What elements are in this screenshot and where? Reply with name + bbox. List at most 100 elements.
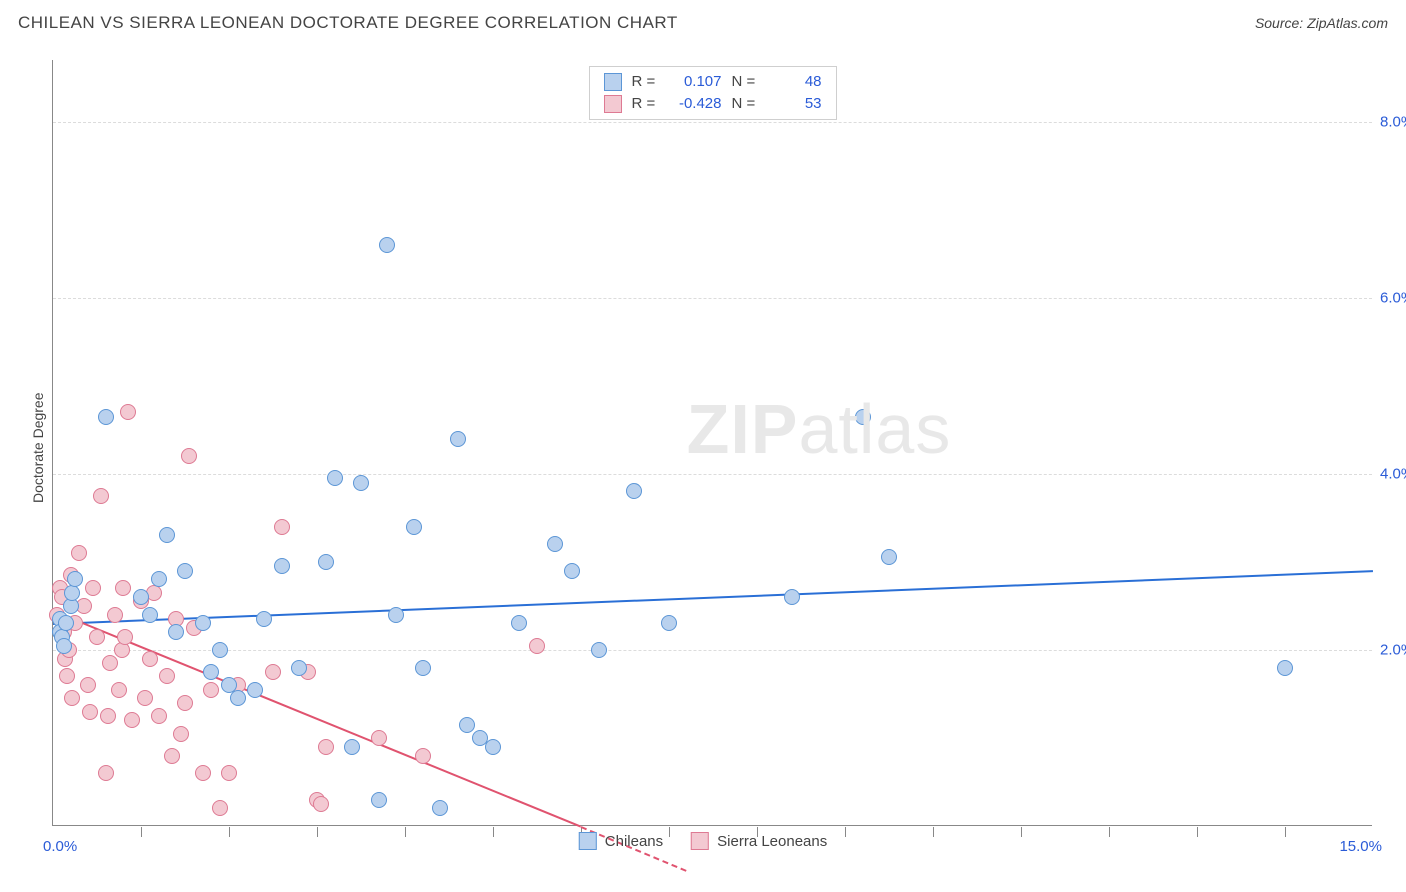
scatter-point: [173, 726, 189, 742]
scatter-point: [89, 629, 105, 645]
scatter-point: [881, 549, 897, 565]
scatter-point: [212, 642, 228, 658]
legend-swatch: [691, 832, 709, 850]
y-tick-label: 6.0%: [1380, 289, 1406, 306]
scatter-point: [82, 704, 98, 720]
scatter-point: [344, 739, 360, 755]
scatter-point: [133, 589, 149, 605]
series-legend-label: Sierra Leoneans: [717, 833, 827, 850]
stat-r-value: 0.107: [668, 71, 722, 93]
stat-n-label: N =: [732, 71, 758, 93]
stat-n-value: 53: [768, 93, 822, 115]
stat-r-value: -0.428: [668, 93, 722, 115]
scatter-point: [274, 519, 290, 535]
scatter-point: [100, 708, 116, 724]
y-tick-label: 2.0%: [1380, 641, 1406, 658]
scatter-point: [265, 664, 281, 680]
x-tick: [141, 827, 142, 837]
chart-title: CHILEAN VS SIERRA LEONEAN DOCTORATE DEGR…: [18, 13, 678, 33]
scatter-point: [115, 580, 131, 596]
scatter-point: [247, 682, 263, 698]
scatter-point: [98, 409, 114, 425]
scatter-point: [142, 607, 158, 623]
source-attribution: Source: ZipAtlas.com: [1255, 15, 1388, 31]
scatter-point: [406, 519, 422, 535]
scatter-point: [181, 448, 197, 464]
x-tick: [1285, 827, 1286, 837]
scatter-point: [661, 615, 677, 631]
scatter-point: [177, 563, 193, 579]
scatter-point: [415, 660, 431, 676]
scatter-point: [164, 748, 180, 764]
scatter-point: [203, 664, 219, 680]
gridline: [53, 474, 1372, 475]
scatter-point: [111, 682, 127, 698]
y-tick-label: 8.0%: [1380, 113, 1406, 130]
scatter-point: [415, 748, 431, 764]
scatter-point: [71, 545, 87, 561]
gridline: [53, 650, 1372, 651]
scatter-point: [212, 800, 228, 816]
scatter-point: [327, 470, 343, 486]
scatter-point: [564, 563, 580, 579]
stat-r-label: R =: [632, 71, 658, 93]
scatter-point: [124, 712, 140, 728]
scatter-point: [102, 655, 118, 671]
scatter-point: [784, 589, 800, 605]
scatter-point: [203, 682, 219, 698]
scatter-point: [58, 615, 74, 631]
series-legend-item: Sierra Leoneans: [691, 832, 827, 850]
scatter-point: [388, 607, 404, 623]
scatter-point: [230, 690, 246, 706]
scatter-point: [56, 638, 72, 654]
scatter-point: [107, 607, 123, 623]
scatter-point: [168, 624, 184, 640]
x-tick: [1109, 827, 1110, 837]
x-tick: [493, 827, 494, 837]
scatter-point: [159, 527, 175, 543]
scatter-point: [432, 800, 448, 816]
scatter-point: [485, 739, 501, 755]
scatter-point: [591, 642, 607, 658]
stats-legend-row: R = 0.107 N = 48: [604, 71, 822, 93]
scatter-point: [379, 237, 395, 253]
scatter-point: [318, 739, 334, 755]
scatter-point: [137, 690, 153, 706]
x-tick: [317, 827, 318, 837]
x-tick: [229, 827, 230, 837]
header: CHILEAN VS SIERRA LEONEAN DOCTORATE DEGR…: [0, 0, 1406, 46]
legend-swatch: [604, 95, 622, 113]
scatter-point: [371, 730, 387, 746]
scatter-point: [371, 792, 387, 808]
scatter-point: [59, 668, 75, 684]
series-legend: Chileans Sierra Leoneans: [579, 832, 827, 850]
scatter-point: [1277, 660, 1293, 676]
trend-line: [53, 571, 1373, 626]
scatter-point: [98, 765, 114, 781]
stat-n-label: N =: [732, 93, 758, 115]
scatter-point: [626, 483, 642, 499]
scatter-point: [318, 554, 334, 570]
scatter-point: [291, 660, 307, 676]
scatter-point: [159, 668, 175, 684]
scatter-point: [511, 615, 527, 631]
scatter-point: [313, 796, 329, 812]
x-tick: [405, 827, 406, 837]
x-tick: [1021, 827, 1022, 837]
scatter-point: [529, 638, 545, 654]
scatter-point: [855, 409, 871, 425]
scatter-point: [117, 629, 133, 645]
scatter-point: [120, 404, 136, 420]
scatter-point: [67, 571, 83, 587]
scatter-point: [274, 558, 290, 574]
scatter-point: [93, 488, 109, 504]
scatter-point: [450, 431, 466, 447]
scatter-point: [195, 765, 211, 781]
scatter-point: [80, 677, 96, 693]
series-legend-item: Chileans: [579, 832, 663, 850]
scatter-point: [459, 717, 475, 733]
scatter-point: [221, 765, 237, 781]
y-axis-label: Doctorate Degree: [30, 392, 46, 503]
y-tick-label: 4.0%: [1380, 465, 1406, 482]
stat-n-value: 48: [768, 71, 822, 93]
